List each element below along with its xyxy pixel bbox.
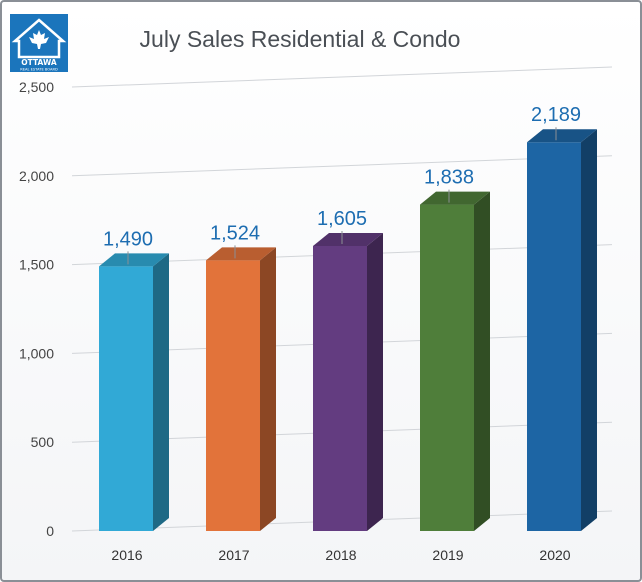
x-axis: 2016 2017 2018 2019 2020 (111, 547, 570, 563)
y-tick-label: 2,000 (19, 168, 54, 184)
bar-front (313, 245, 367, 531)
bar-front (206, 260, 260, 531)
y-tick-label: 500 (31, 434, 55, 450)
data-label: 1,605 (317, 208, 367, 230)
logo-text-main: OTTAWA (21, 58, 57, 67)
data-labels: 1,490 1,524 1,605 1,838 2,189 (103, 104, 581, 265)
bar-side (581, 129, 597, 532)
x-tick-label: 2018 (325, 547, 356, 563)
bar-top (206, 247, 276, 261)
y-tick-label: 2,500 (19, 79, 54, 95)
logo-text-sub: REAL ESTATE BOARD (20, 68, 58, 72)
x-tick-label: 2019 (432, 547, 463, 563)
bar-side (153, 253, 169, 531)
bar-side (260, 247, 276, 532)
data-label: 1,524 (210, 222, 260, 244)
bar-front (527, 142, 581, 532)
bar-2018 (313, 232, 383, 531)
bar-top (527, 129, 597, 143)
ottawa-logo: OTTAWA REAL ESTATE BOARD (10, 14, 68, 72)
bar-2020 (527, 129, 597, 532)
y-axis: 0 500 1,000 1,500 2,000 2,500 (19, 79, 54, 539)
bar-front (420, 204, 474, 531)
x-tick-label: 2020 (539, 547, 570, 563)
bar-2019 (420, 191, 490, 531)
maple-leaf-icon (29, 30, 49, 49)
bar-top (99, 253, 169, 267)
data-label: 1,838 (424, 167, 474, 189)
data-label: 2,189 (531, 104, 581, 126)
bar-top (313, 232, 383, 246)
bar-2016 (99, 253, 169, 531)
bar-2017 (206, 247, 276, 532)
y-tick-label: 1,500 (19, 257, 54, 273)
data-label: 1,490 (103, 228, 153, 250)
house-icon (11, 18, 67, 59)
gridline (71, 155, 613, 177)
bars (99, 129, 597, 532)
bar-top (420, 191, 490, 205)
bar-side (474, 191, 490, 531)
x-tick-label: 2017 (218, 547, 249, 563)
y-tick-label: 0 (46, 523, 54, 539)
x-tick-label: 2016 (111, 547, 142, 563)
bar-front (99, 266, 153, 531)
bar-side (367, 232, 383, 531)
chart-title: July Sales Residential & Condo (140, 26, 461, 52)
y-tick-label: 1,000 (19, 345, 54, 361)
gridline (71, 66, 613, 88)
